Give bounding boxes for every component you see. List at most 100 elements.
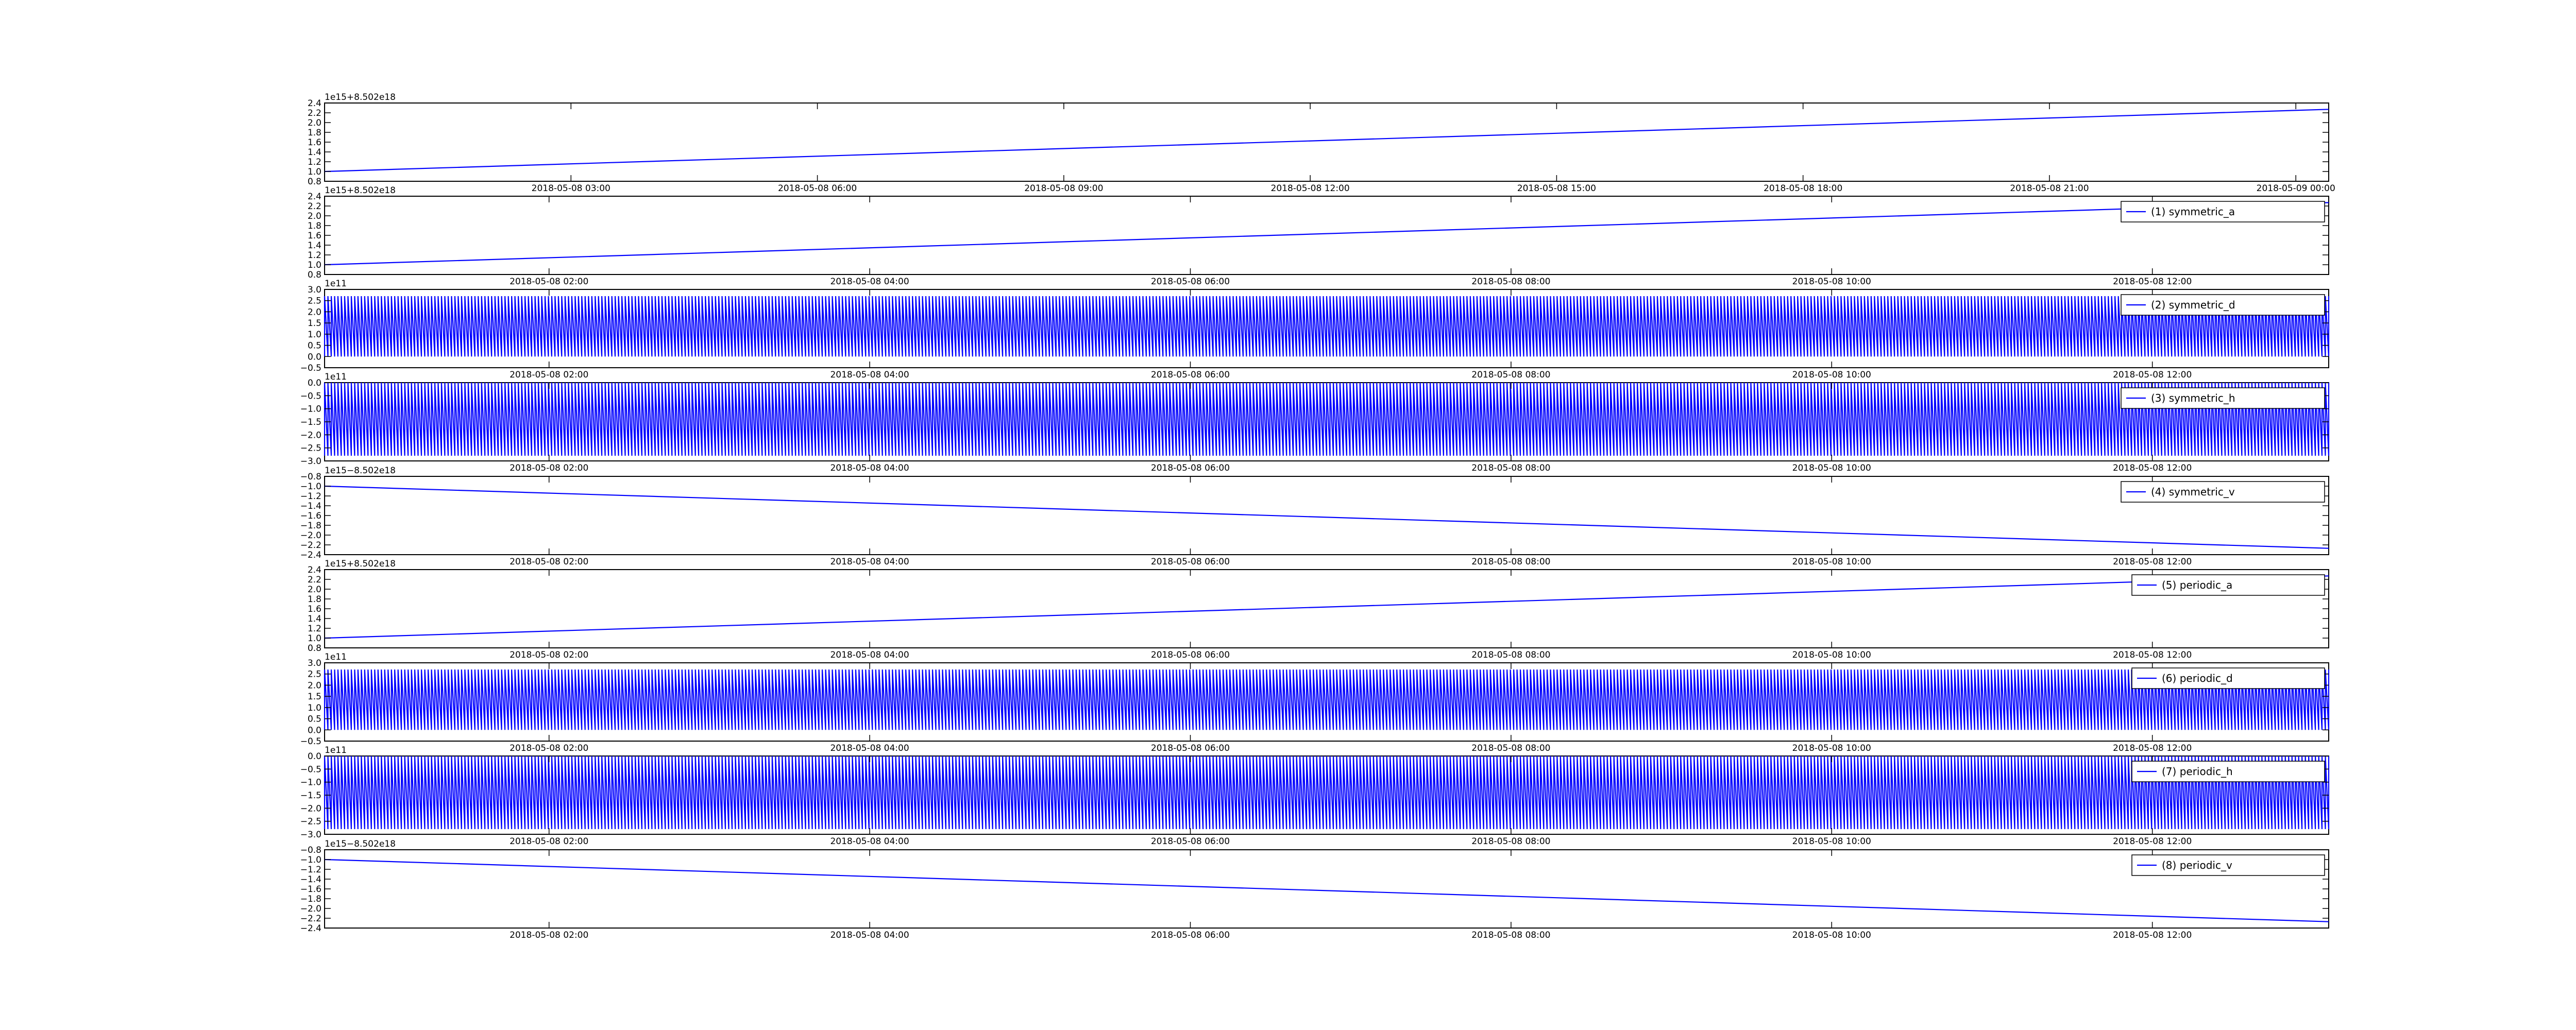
x-tick-label: 2018-05-08 12:00 [2113, 836, 2192, 847]
legend-frame [2131, 854, 2325, 876]
legend: (6) periodic_d [2131, 667, 2325, 689]
y-tick-label: −1.0 [300, 855, 321, 865]
legend-label: (7) periodic_h [2162, 765, 2233, 778]
series-line [324, 575, 2329, 639]
y-tick-label: 1.2 [308, 250, 321, 261]
y-tick-label: −3.0 [300, 830, 321, 840]
y-tick-label: −2.0 [300, 904, 321, 914]
y-tick-label: 0.5 [308, 341, 321, 351]
y-tick-label: 0.8 [308, 270, 321, 280]
subplot-3: −0.50.00.51.01.52.02.53.0 2018-05-08 02:0… [300, 279, 2330, 380]
y-tick-label: 0.5 [308, 714, 321, 725]
y-tick-label: 1.5 [308, 692, 321, 702]
x-tick-label: 2018-05-08 02:00 [510, 463, 588, 473]
series-line [324, 485, 2329, 549]
y-tick-label: −1.6 [300, 884, 321, 895]
y-tick-label: 2.2 [308, 575, 321, 585]
x-tick-label: 2018-05-08 10:00 [1792, 370, 1871, 380]
y-tick-label: 1.2 [308, 157, 321, 167]
offset-label: 1e11 [325, 372, 347, 382]
series-line [324, 669, 2330, 730]
x-tick-label: 2018-05-08 02:00 [510, 277, 588, 287]
series-line [324, 859, 2329, 922]
x-tick-label: 2018-05-08 12:00 [2113, 463, 2192, 473]
subplot-1: 0.81.01.21.41.61.82.02.22.4 2018-05-08 03… [308, 92, 2335, 194]
subplot-9: −2.4−2.2−2.0−1.8−1.6−1.4−1.2−1.0−0.8 2018… [300, 839, 2329, 940]
x-tick-label: 2018-05-08 18:00 [1764, 183, 1842, 194]
x-tick-label: 2018-05-08 09:00 [1024, 183, 1103, 194]
offset-label: 1e15+8.502e18 [325, 92, 396, 102]
x-tick-label: 2018-05-08 12:00 [2113, 650, 2192, 660]
x-tick-label: 2018-05-08 10:00 [1792, 836, 1871, 847]
y-tick-label: −1.4 [300, 874, 321, 885]
y-tick-label: −1.8 [300, 521, 321, 531]
y-tick-label: 2.5 [308, 670, 321, 680]
offset-label: 1e15+8.502e18 [325, 185, 396, 196]
y-tick-label: 2.4 [308, 565, 321, 575]
y-tick-label: 1.8 [308, 128, 321, 138]
y-tick-label: −1.2 [300, 491, 321, 502]
y-tick-label: −2.5 [300, 443, 321, 454]
y-tick-label: 0.8 [308, 643, 321, 654]
legend-frame [2121, 481, 2325, 503]
y-tick-label: 1.8 [308, 594, 321, 605]
y-tick-label: −2.4 [300, 550, 321, 560]
legend: (3) symmetric_h [2121, 387, 2325, 409]
x-tick-label: 2018-05-08 02:00 [510, 836, 588, 847]
x-tick-label: 2018-05-08 08:00 [1471, 370, 1550, 380]
x-tick-label: 2018-05-08 12:00 [2113, 930, 2192, 940]
subplot-6: 0.81.01.21.41.61.82.02.22.4 2018-05-08 02… [308, 559, 2329, 660]
y-tick-label: −2.0 [300, 803, 321, 814]
axes-frame [324, 849, 2329, 929]
legend-frame [2131, 574, 2325, 596]
legend-frame [2121, 294, 2325, 316]
y-tick-label: 1.0 [308, 633, 321, 644]
y-tick-label: 3.0 [308, 285, 321, 295]
x-tick-label: 2018-05-08 06:00 [1151, 930, 1230, 940]
y-tick-label: −2.0 [300, 430, 321, 440]
y-tick-label: −0.5 [300, 363, 321, 373]
x-tick-label: 2018-05-08 04:00 [830, 463, 909, 473]
y-tick-label: −1.0 [300, 404, 321, 415]
x-tick-label: 2018-05-08 08:00 [1471, 463, 1550, 473]
y-tick-label: −2.5 [300, 817, 321, 827]
subplot-2: 0.81.01.21.41.61.82.02.22.4 2018-05-08 02… [308, 185, 2329, 287]
y-tick-label: 1.4 [308, 614, 321, 624]
y-tick-label: 1.6 [308, 138, 321, 148]
y-tick-label: −3.0 [300, 456, 321, 467]
x-tick-label: 2018-05-08 06:00 [1151, 650, 1230, 660]
x-tick-label: 2018-05-08 10:00 [1792, 277, 1871, 287]
y-tick-label: 1.6 [308, 231, 321, 241]
series-line [324, 382, 2330, 456]
x-tick-label: 2018-05-08 10:00 [1792, 743, 1871, 753]
legend: (7) periodic_h [2131, 761, 2325, 782]
y-tick-label: 2.4 [308, 192, 321, 202]
y-tick-label: 0.8 [308, 177, 321, 187]
y-tick-label: −0.5 [300, 391, 321, 401]
x-tick-label: 2018-05-08 04:00 [830, 930, 909, 940]
y-tick-label: −1.8 [300, 894, 321, 904]
x-tick-label: 2018-05-08 08:00 [1471, 650, 1550, 660]
x-tick-label: 2018-05-08 02:00 [510, 930, 588, 940]
y-tick-label: −1.0 [300, 778, 321, 788]
legend: (8) periodic_v [2131, 854, 2325, 876]
x-tick-label: 2018-05-08 06:00 [1151, 557, 1230, 567]
series-line [324, 756, 2330, 829]
y-tick-label: 3.0 [308, 658, 321, 668]
y-tick-label: 2.0 [308, 585, 321, 595]
legend-label: (5) periodic_a [2162, 579, 2232, 591]
axes-frame [324, 569, 2329, 648]
x-tick-label: 2018-05-08 06:00 [778, 183, 857, 194]
x-tick-label: 2018-05-09 00:00 [2257, 183, 2335, 194]
subplot-5: −2.4−2.2−2.0−1.8−1.6−1.4−1.2−1.0−0.8 2018… [300, 466, 2329, 567]
legend-label: (3) symmetric_h [2151, 392, 2235, 404]
y-tick-label: 0.0 [308, 725, 321, 735]
x-tick-label: 2018-05-08 21:00 [2010, 183, 2089, 194]
x-tick-label: 2018-05-08 12:00 [2113, 277, 2192, 287]
y-tick-label: −2.2 [300, 914, 321, 924]
x-tick-label: 2018-05-08 03:00 [532, 183, 611, 194]
x-tick-label: 2018-05-08 06:00 [1151, 277, 1230, 287]
y-tick-label: 2.0 [308, 211, 321, 221]
y-tick-label: −0.5 [300, 736, 321, 747]
